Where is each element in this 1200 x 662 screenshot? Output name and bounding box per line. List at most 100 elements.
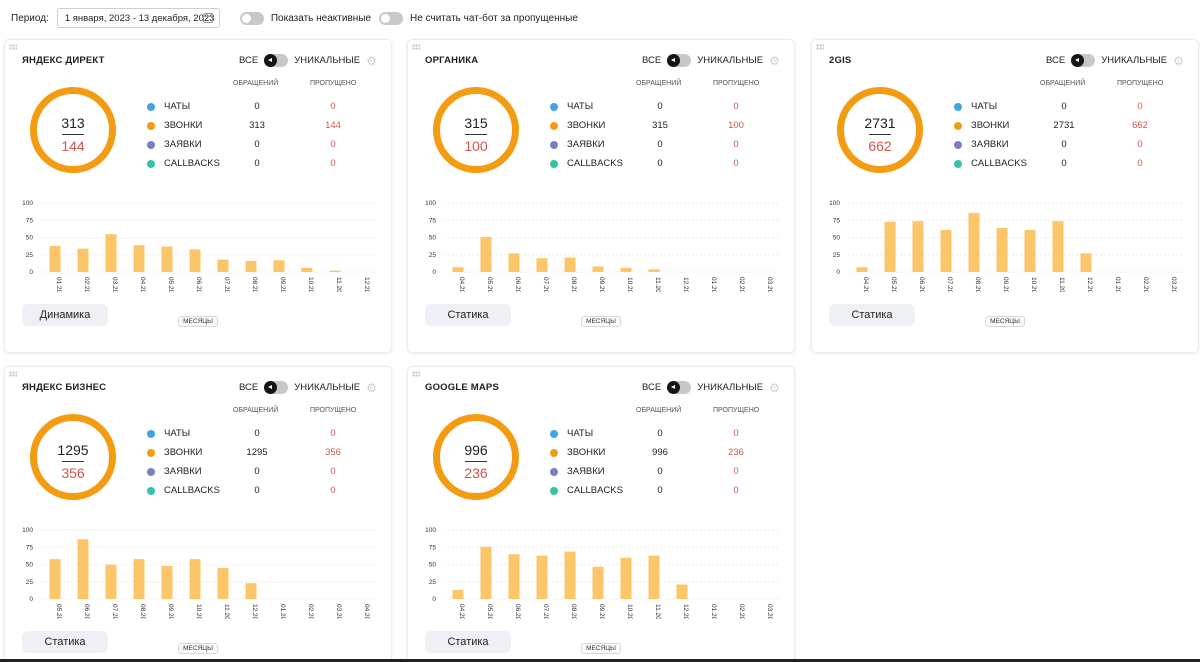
bar-05.2023[interactable] bbox=[49, 559, 61, 599]
y-tick-label: 25 bbox=[26, 579, 34, 586]
bar-07.2023[interactable] bbox=[940, 230, 952, 272]
bar-06.2023[interactable] bbox=[508, 554, 520, 599]
bar-07.2023[interactable] bbox=[217, 259, 229, 272]
bar-10.2023[interactable] bbox=[1024, 230, 1036, 272]
bar-08.2023[interactable] bbox=[133, 559, 145, 599]
x-tick-label: 09.2023 bbox=[279, 277, 286, 292]
unique-toggle[interactable] bbox=[667, 54, 692, 67]
row-label: CALLBACKS bbox=[164, 158, 220, 169]
bar-05.2023[interactable] bbox=[161, 246, 173, 272]
bar-06.2023[interactable] bbox=[912, 221, 924, 272]
bar-05.2023[interactable] bbox=[480, 546, 492, 599]
x-axis-label: МЕСЯЦЫ bbox=[408, 643, 794, 654]
bar-03.2023[interactable] bbox=[105, 234, 117, 272]
stats-row-callbacks: CALLBACKS 0 0 bbox=[550, 482, 760, 501]
stats-row-callbacks: CALLBACKS 0 0 bbox=[147, 155, 357, 174]
bar-06.2023[interactable] bbox=[77, 539, 89, 599]
period-value: 1 января, 2023 - 13 декабря, 2023 bbox=[64, 12, 215, 24]
bar-01.2023[interactable] bbox=[49, 245, 61, 272]
gear-icon[interactable]: ⚙ bbox=[769, 380, 780, 395]
bar-09.2023[interactable] bbox=[592, 266, 604, 272]
bar-11.2023[interactable] bbox=[648, 269, 660, 272]
calls-dot-icon bbox=[147, 449, 155, 457]
unique-toggle[interactable] bbox=[264, 381, 289, 394]
bar-07.2023[interactable] bbox=[536, 555, 548, 599]
x-tick-label: 04.2023 bbox=[862, 277, 869, 292]
row-label: ЧАТЫ bbox=[164, 428, 191, 439]
chart-mode-button[interactable]: Статика bbox=[425, 304, 511, 326]
bar-06.2023[interactable] bbox=[189, 249, 201, 272]
donut-chart: 996 236 bbox=[433, 414, 519, 500]
calls-dot-icon bbox=[550, 449, 558, 457]
bar-08.2023[interactable] bbox=[245, 260, 257, 272]
bar-04.2023[interactable] bbox=[856, 267, 868, 272]
x-tick-label: 02.2024 bbox=[307, 604, 314, 619]
card-title: ОРГАНИКА bbox=[425, 55, 479, 66]
x-tick-label: 08.2023 bbox=[570, 277, 577, 292]
gear-icon[interactable]: ⚙ bbox=[366, 380, 377, 395]
gear-icon[interactable]: ⚙ bbox=[1173, 53, 1184, 68]
bar-11.2023[interactable] bbox=[648, 555, 660, 599]
row-count: 0 bbox=[254, 428, 260, 439]
chart-mode-button[interactable]: Статика bbox=[829, 304, 915, 326]
chatbot-not-missed-toggle[interactable]: Не считать чат-бот за пропущенные bbox=[379, 11, 578, 25]
bar-08.2023[interactable] bbox=[564, 257, 576, 272]
drag-handle-icon[interactable] bbox=[412, 371, 420, 377]
unique-toggle[interactable] bbox=[1071, 54, 1096, 67]
gear-icon[interactable]: ⚙ bbox=[769, 53, 780, 68]
drag-handle-icon[interactable] bbox=[816, 44, 824, 50]
bar-10.2023[interactable] bbox=[620, 267, 632, 272]
col-missed-header: ПРОПУЩЕНО bbox=[1117, 80, 1164, 87]
bar-10.2023[interactable] bbox=[301, 267, 313, 272]
x-tick-label: 05.2023 bbox=[890, 277, 897, 292]
bar-11.2023[interactable] bbox=[1052, 221, 1064, 272]
bar-10.2023[interactable] bbox=[189, 559, 201, 599]
bar-04.2023[interactable] bbox=[133, 245, 145, 272]
stats-row-calls: ЗВОНКИ 1295 356 bbox=[147, 444, 357, 463]
row-missed: 0 bbox=[1137, 158, 1143, 169]
bar-11.2023[interactable] bbox=[329, 270, 341, 272]
row-missed: 0 bbox=[330, 101, 336, 112]
chats-dot-icon bbox=[954, 103, 962, 111]
bar-08.2023[interactable] bbox=[564, 551, 576, 599]
bar-09.2023[interactable] bbox=[273, 260, 285, 272]
chart-mode-button[interactable]: Статика bbox=[425, 631, 511, 653]
bar-09.2023[interactable] bbox=[592, 566, 604, 599]
monthly-bar-chart: 100 75 50 25 0 04.2023 05.2023 06.2023 07.2023 08… bbox=[425, 200, 780, 292]
gear-icon[interactable]: ⚙ bbox=[366, 53, 377, 68]
bar-12.2023[interactable] bbox=[245, 583, 257, 599]
bar-12.2023[interactable] bbox=[676, 584, 688, 599]
row-count: 313 bbox=[249, 120, 265, 131]
y-tick-label: 0 bbox=[29, 269, 33, 276]
chats-dot-icon bbox=[147, 430, 155, 438]
bar-09.2023[interactable] bbox=[161, 565, 173, 599]
bar-07.2023[interactable] bbox=[536, 258, 548, 272]
bar-11.2023[interactable] bbox=[217, 568, 229, 599]
bar-09.2023[interactable] bbox=[996, 227, 1008, 272]
toggle-switch[interactable] bbox=[239, 11, 264, 25]
unique-toggle[interactable] bbox=[264, 54, 289, 67]
bar-02.2023[interactable] bbox=[77, 248, 89, 272]
chart-mode-button[interactable]: Динамика bbox=[22, 304, 108, 326]
unique-toggle[interactable] bbox=[667, 381, 692, 394]
chart-mode-button[interactable]: Статика bbox=[22, 631, 108, 653]
donut-divider bbox=[465, 134, 487, 135]
bar-05.2023[interactable] bbox=[480, 236, 492, 272]
drag-handle-icon[interactable] bbox=[9, 44, 17, 50]
row-missed: 0 bbox=[330, 466, 336, 477]
drag-handle-icon[interactable] bbox=[9, 371, 17, 377]
bar-04.2023[interactable] bbox=[452, 267, 464, 272]
bar-08.2023[interactable] bbox=[968, 212, 980, 272]
bar-05.2023[interactable] bbox=[884, 221, 896, 272]
show-inactive-toggle[interactable]: Показать неактивные bbox=[239, 11, 371, 25]
bar-06.2023[interactable] bbox=[508, 253, 520, 272]
period-date-picker[interactable]: 1 января, 2023 - 13 декабря, 2023 bbox=[56, 8, 220, 28]
drag-handle-icon[interactable] bbox=[412, 44, 420, 50]
bar-07.2023[interactable] bbox=[105, 564, 117, 599]
x-tick-label: 12.2023 bbox=[363, 277, 370, 292]
bar-10.2023[interactable] bbox=[620, 557, 632, 599]
chats-dot-icon bbox=[147, 103, 155, 111]
bar-04.2023[interactable] bbox=[452, 590, 464, 599]
toggle-switch[interactable] bbox=[379, 11, 404, 25]
bar-12.2023[interactable] bbox=[1080, 253, 1092, 272]
